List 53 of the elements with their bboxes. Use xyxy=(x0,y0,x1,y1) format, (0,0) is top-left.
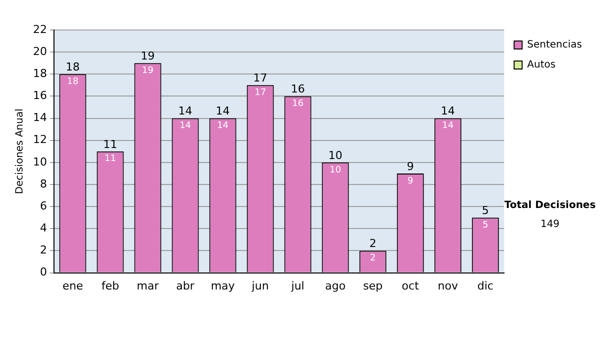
data-label: 14 xyxy=(180,121,192,132)
x-tick-label: ago xyxy=(325,279,346,292)
y-tick-label: 6 xyxy=(40,199,47,212)
total-label: 16 xyxy=(290,82,305,96)
total-label: 9 xyxy=(406,160,414,173)
data-label: 2 xyxy=(370,254,376,264)
y-tick-label: 8 xyxy=(40,177,47,190)
x-tick-label: may xyxy=(210,279,236,292)
x-tick-label: mar xyxy=(136,279,160,292)
data-label: 17 xyxy=(254,88,266,98)
data-label: 18 xyxy=(67,76,79,87)
y-tick-label: 10 xyxy=(32,155,47,168)
y-tick-label: 22 xyxy=(32,22,47,36)
data-label: 16 xyxy=(292,99,304,110)
data-label: 11 xyxy=(104,154,116,164)
x-tick-label: jul xyxy=(290,279,304,292)
total-label: 11 xyxy=(103,138,118,151)
y-tick-label: 14 xyxy=(32,111,47,124)
y-tick-label: 12 xyxy=(32,133,47,146)
total-label: 18 xyxy=(66,60,80,74)
y-tick-label: 18 xyxy=(32,67,47,80)
x-tick-label: nov xyxy=(438,279,458,292)
data-label: 19 xyxy=(142,66,154,76)
x-tick-label: abr xyxy=(176,279,195,292)
x-tick-label: sep xyxy=(363,279,383,292)
y-tick-label: 2 xyxy=(40,244,47,257)
text: 149 xyxy=(539,219,561,230)
x-tick-label: oct xyxy=(402,279,420,292)
x-tick-label: ene xyxy=(62,279,84,292)
text: Total Decisiones xyxy=(503,200,597,211)
total-label: 17 xyxy=(253,72,268,85)
total-label: 14 xyxy=(216,104,230,118)
x-tick-label: feb xyxy=(101,279,120,292)
data-label: 10 xyxy=(330,165,342,176)
total-label: 19 xyxy=(140,49,155,62)
data-label: 14 xyxy=(442,121,454,132)
legend-label: Sentencias xyxy=(527,40,582,51)
y-tick-label: 0 xyxy=(40,266,47,279)
y-tick-label: 20 xyxy=(32,44,47,58)
y-tick-label: 4 xyxy=(40,222,47,235)
y-axis-title: Decisiones Anual xyxy=(14,108,26,194)
x-tick-label: dic xyxy=(477,279,494,292)
total-label: 2 xyxy=(369,237,376,250)
x-tick-label: jun xyxy=(250,279,269,292)
y-tick-label: 16 xyxy=(32,89,47,102)
data-label: 5 xyxy=(482,220,488,230)
total-label: 10 xyxy=(328,148,342,162)
total-label: 5 xyxy=(482,204,489,217)
legend-label: Autos xyxy=(527,60,556,71)
data-label: 9 xyxy=(407,176,414,186)
total-label: 14 xyxy=(178,104,192,118)
total-label: 14 xyxy=(440,104,455,118)
data-label: 14 xyxy=(217,121,229,132)
